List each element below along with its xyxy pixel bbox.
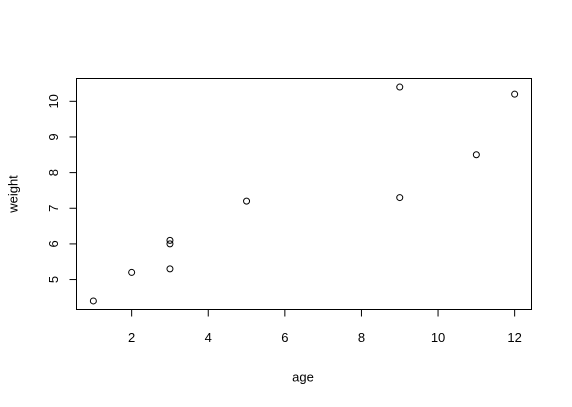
plot-box [76, 78, 532, 310]
point [396, 194, 404, 202]
point [166, 265, 174, 273]
y-tick-label: 5 [46, 276, 61, 283]
x-tick-label: 12 [507, 330, 521, 345]
x-tick-label: 2 [128, 330, 135, 345]
y-tick-label: 10 [46, 94, 61, 108]
y-tick-label: 8 [46, 169, 61, 176]
y-tick-label: 7 [46, 205, 61, 212]
point [396, 83, 404, 91]
x-tick-label: 8 [358, 330, 365, 345]
x-axis-label: age [292, 369, 314, 384]
point [472, 151, 480, 159]
point [89, 297, 97, 305]
y-tick-label: 9 [46, 133, 61, 140]
point [128, 268, 136, 276]
point [166, 236, 174, 244]
point [511, 90, 519, 98]
y-tick-label: 6 [46, 240, 61, 247]
point [166, 240, 174, 248]
x-tick-label: 4 [205, 330, 212, 345]
x-tick-label: 10 [431, 330, 445, 345]
y-axis-label: weight [5, 175, 20, 214]
point [243, 197, 251, 205]
x-tick-label: 6 [281, 330, 288, 345]
